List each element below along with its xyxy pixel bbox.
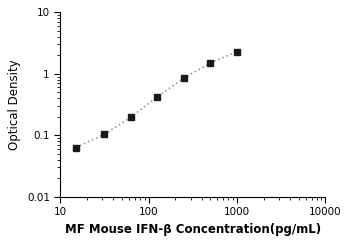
Y-axis label: Optical Density: Optical Density [8,59,21,150]
X-axis label: MF Mouse IFN-β Concentration(pg/mL): MF Mouse IFN-β Concentration(pg/mL) [65,223,321,236]
